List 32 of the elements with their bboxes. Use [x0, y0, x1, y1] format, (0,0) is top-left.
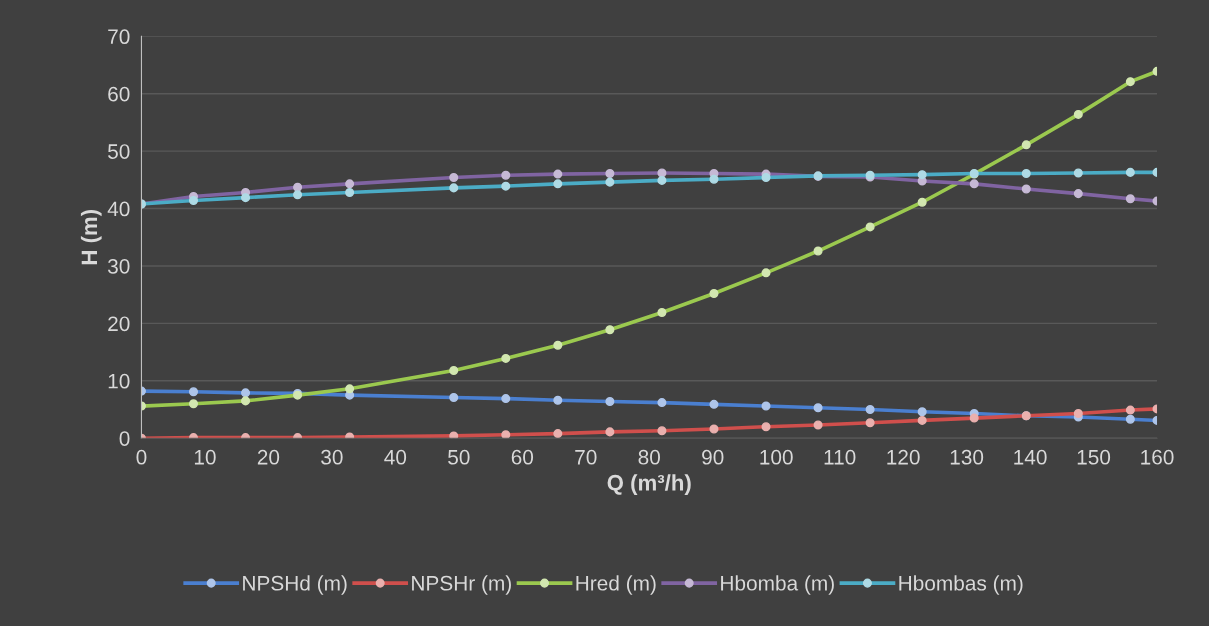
x-tick-label: 150 — [1077, 449, 1111, 465]
y-tick-label: 60 — [108, 86, 130, 102]
y-tick-label: 70 — [108, 29, 130, 45]
x-tick-label: 20 — [257, 449, 280, 465]
x-tick-label: 70 — [575, 449, 597, 465]
x-tick-label: 90 — [702, 449, 724, 465]
y-tick-label: 40 — [107, 201, 130, 217]
y-axis-title: H (m) — [80, 209, 102, 265]
y-tick-label: 30 — [107, 258, 130, 274]
x-tick-label: 130 — [950, 449, 984, 465]
x-tick-label: 10 — [194, 449, 216, 465]
legend-label: Hred (m) — [576, 575, 656, 595]
x-tick-label: 50 — [448, 449, 470, 465]
x-tick-label: 140 — [1014, 449, 1047, 465]
x-tick-label: 0 — [136, 449, 147, 465]
legend-label: Hbomba (m) — [721, 575, 834, 595]
y-tick-label: 0 — [119, 431, 130, 446]
x-tick-label: 100 — [760, 449, 793, 465]
x-tick-label: 160 — [1141, 449, 1174, 465]
y-tick-label: 20 — [108, 316, 130, 332]
y-tick-label: 50 — [108, 144, 130, 159]
x-tick-label: 60 — [511, 449, 534, 465]
x-axis-title: Q (m³/h) — [607, 474, 691, 495]
x-tick-label: 80 — [638, 449, 661, 465]
legend-label: NPSHr (m) — [412, 575, 511, 595]
legend-label: Hbombas (m) — [899, 575, 1023, 595]
y-tick-label: 10 — [108, 373, 130, 389]
x-tick-label: 40 — [384, 449, 407, 465]
x-tick-label: 110 — [824, 449, 856, 465]
legend-label: NPSHd (m) — [243, 575, 347, 595]
x-tick-label: 30 — [321, 449, 343, 465]
x-tick-label: 120 — [887, 449, 920, 465]
